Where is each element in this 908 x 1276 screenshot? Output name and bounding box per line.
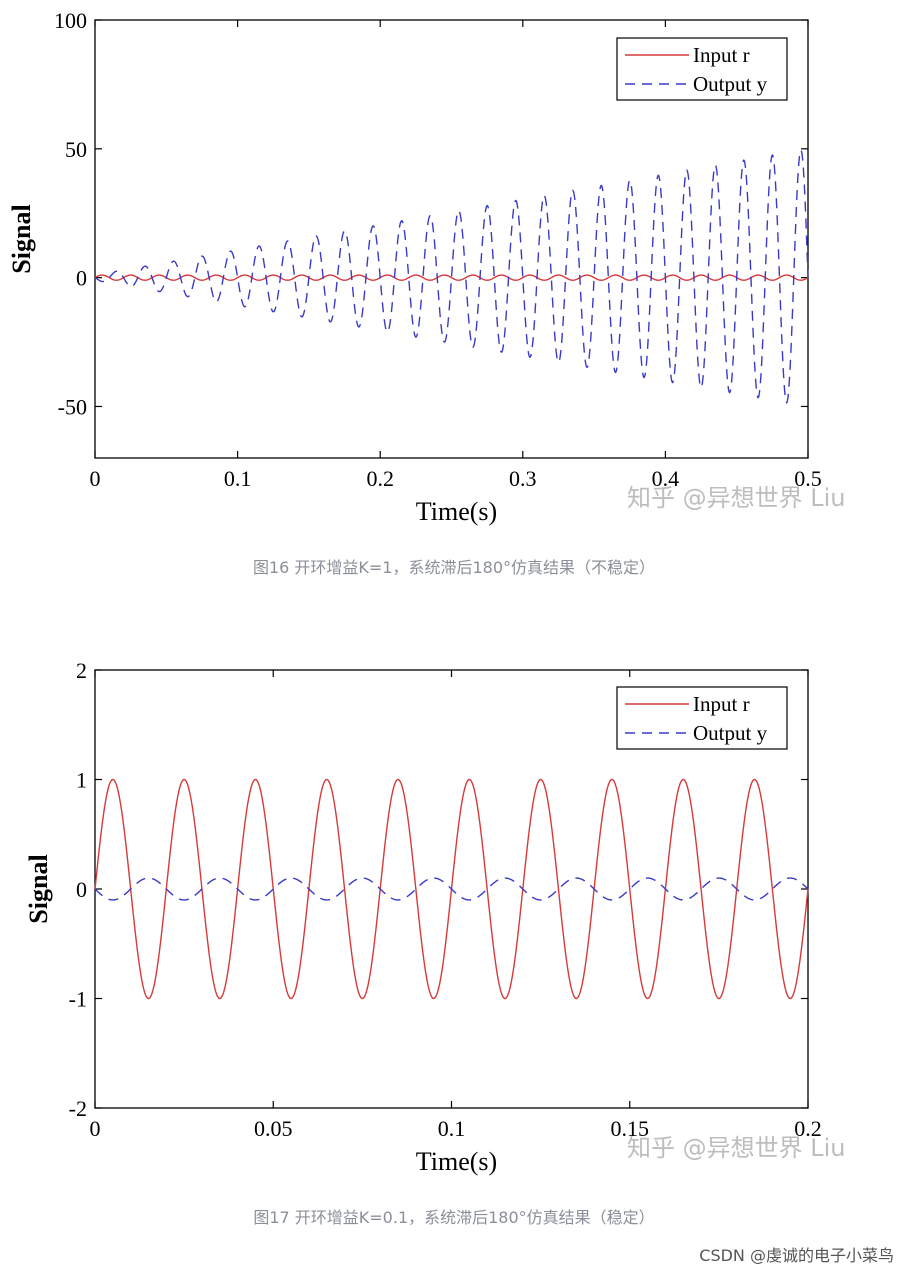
x-axis-label: Time(s) [416, 1147, 497, 1176]
legend-label: Input r [693, 692, 750, 716]
chart-figure-17: 知乎 @异想世界 Liu 0 0.05 0.1 0.15 0.2 -2 -1 0 1 2 Time(s… [0, 648, 908, 1188]
x-tick-label: 0.2 [794, 1116, 822, 1141]
x-axis-label: Time(s) [416, 497, 497, 526]
y-tick-label: 50 [65, 137, 87, 162]
source-footer: CSDN @虔诚的电子小菜鸟 [699, 1246, 894, 1265]
figure-16-caption: 图16 开环增益K=1，系统滞后180°仿真结果（不稳定） [252, 558, 656, 577]
x-tick-label: 0.5 [794, 466, 822, 491]
watermark-text: 知乎 @异想世界 Liu [627, 484, 846, 512]
series-line-input-r [94, 274, 809, 281]
y-tick-label: 100 [54, 8, 87, 33]
y-axis-label: Signal [7, 204, 36, 273]
legend-box [616, 37, 788, 101]
x-tick-label: 0.2 [366, 466, 394, 491]
legend: Input r Output y [616, 686, 788, 750]
x-tick-label: 0.05 [254, 1116, 293, 1141]
legend-label: Output y [693, 72, 768, 96]
x-tick-label: 0.3 [509, 466, 537, 491]
y-tick-label: 0 [76, 877, 87, 902]
y-tick-label: -2 [69, 1096, 87, 1121]
chart-figure-16: 知乎 @异想世界 Liu 0 0.1 0.2 0.3 0.4 0.5 -50 0 50 100 Tim… [0, 0, 908, 540]
x-tick-label: 0.4 [652, 466, 680, 491]
chart-17-canvas: 知乎 @异想世界 Liu 0 0.05 0.1 0.15 0.2 -2 -1 0 1 2 Time(s… [24, 658, 846, 1176]
y-tick-label: -50 [58, 394, 87, 419]
y-tick-label: 0 [76, 266, 87, 291]
series-line-output-y [94, 877, 809, 901]
y-axis-label: Signal [24, 854, 53, 923]
y-tick-label: 2 [76, 658, 87, 683]
legend-label: Input r [693, 43, 750, 67]
x-tick-label: 0.1 [224, 466, 252, 491]
legend-label: Output y [693, 721, 768, 745]
y-tick-label: 1 [76, 768, 87, 793]
legend: Input r Output y [616, 37, 788, 101]
x-tick-label: 0.15 [611, 1116, 650, 1141]
legend-box [616, 686, 788, 750]
watermark-text: 知乎 @异想世界 Liu [627, 1134, 846, 1162]
x-tick-label: 0 [90, 1116, 101, 1141]
chart-16-canvas: 知乎 @异想世界 Liu 0 0.1 0.2 0.3 0.4 0.5 -50 0 50 100 Tim… [7, 8, 846, 526]
figure-17-caption: 图17 开环增益K=0.1，系统滞后180°仿真结果（稳定） [253, 1208, 655, 1227]
y-tick-label: -1 [69, 987, 87, 1012]
x-tick-label: 0 [90, 466, 101, 491]
x-tick-label: 0.1 [438, 1116, 466, 1141]
